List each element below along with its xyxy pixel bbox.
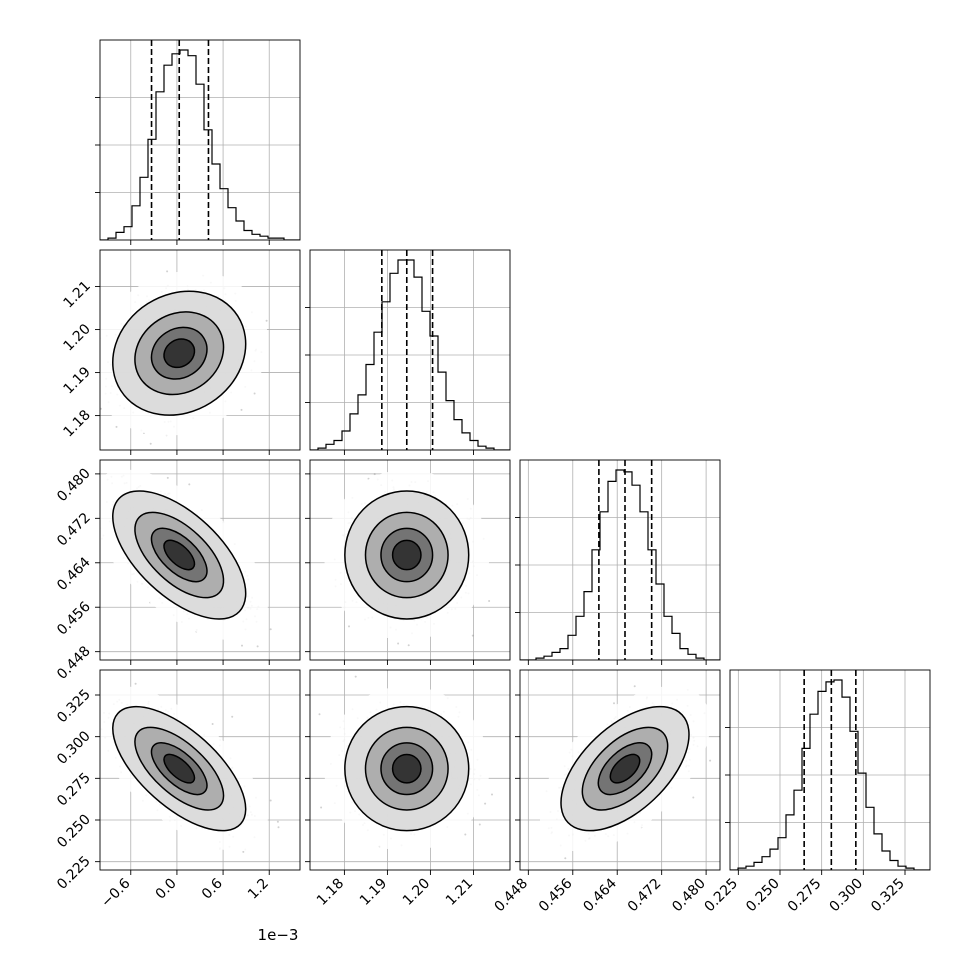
scatter-point [74, 363, 76, 365]
scatter-point [211, 723, 214, 725]
scatter-point [397, 642, 400, 645]
density-panel-2-0 [85, 446, 300, 660]
scatter-point [115, 425, 118, 428]
scatter-point [100, 407, 102, 410]
hist-panel-0 [100, 40, 300, 240]
hist-panel-3 [730, 670, 930, 870]
hist-bars-0 [100, 49, 300, 240]
scatter-point [276, 820, 279, 823]
scatter-point [162, 457, 164, 459]
density-panel-1-0 [74, 250, 300, 459]
scatter-point [95, 331, 97, 333]
scatter-point [373, 473, 376, 476]
scatter-point [85, 455, 87, 457]
scatter-point [516, 578, 518, 580]
hist-bars-3 [730, 679, 930, 870]
scatter-point [240, 408, 243, 411]
scatter-point [253, 392, 256, 395]
hist-bars-2 [520, 469, 720, 660]
scatter-point [471, 634, 474, 637]
hist-bars-1 [310, 259, 510, 450]
scatter-point [348, 625, 350, 628]
scatter-point [265, 319, 268, 322]
hist-panel-1 [310, 250, 510, 450]
density-panel-2-1 [310, 460, 518, 660]
scatter-point [95, 354, 97, 356]
scatter-point [166, 476, 169, 479]
density-contour-4 [163, 539, 196, 571]
scatter-point [123, 446, 125, 448]
scatter-point [86, 533, 88, 535]
scatter-point [96, 703, 98, 705]
scatter-point [241, 644, 243, 647]
scatter-point [98, 358, 100, 360]
scatter-point [188, 483, 191, 486]
density-panel-3-0 [95, 670, 300, 870]
hist-panel-2 [520, 460, 720, 660]
scatter-point [269, 628, 272, 631]
scatter-point [256, 645, 259, 648]
density-contour-4 [163, 338, 196, 369]
density-contour-4 [391, 539, 422, 571]
scatter-point [407, 644, 410, 647]
scatter-point [488, 600, 491, 602]
scatter-point [149, 442, 152, 445]
scatter-point [166, 270, 169, 273]
scatter-point [97, 488, 99, 490]
scatter-point [95, 700, 97, 702]
